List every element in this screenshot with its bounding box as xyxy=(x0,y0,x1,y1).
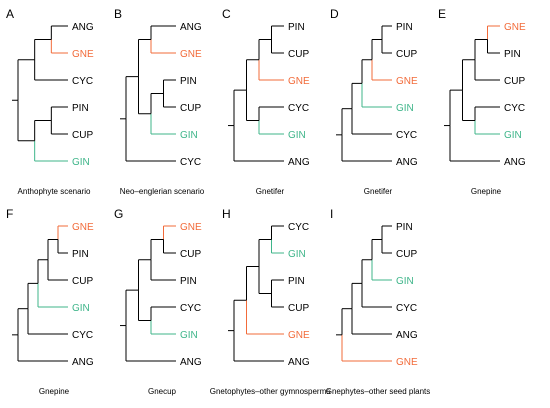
taxon-label-gne: GNE xyxy=(396,76,418,87)
taxon-label-cup: CUP xyxy=(72,276,93,287)
panel-g: G GNE CUP PIN CYC GIN ANG Gnecup xyxy=(114,207,202,396)
panel-letter: E xyxy=(438,7,446,21)
taxon-label-ang: ANG xyxy=(72,22,94,33)
taxon-label-ang: ANG xyxy=(288,157,310,168)
taxon-label-pin: PIN xyxy=(288,22,305,33)
taxon-label-ang: ANG xyxy=(504,157,526,168)
panel-caption: Gnephytes–other seed plants xyxy=(326,387,431,396)
taxon-label-gne: GNE xyxy=(288,330,310,341)
panel-letter: A xyxy=(6,7,14,21)
taxon-label-gne: GNE xyxy=(396,357,418,368)
taxon-label-gne: GNE xyxy=(288,76,310,87)
taxon-label-cyc: CYC xyxy=(72,76,93,87)
panel-letter: B xyxy=(114,7,122,21)
taxon-label-ang: ANG xyxy=(180,22,202,33)
taxon-label-pin: PIN xyxy=(396,222,413,233)
taxon-label-pin: PIN xyxy=(288,276,305,287)
taxon-label-cup: CUP xyxy=(180,249,201,260)
panel-caption: Anthophyte scenario xyxy=(18,187,91,196)
panel-letter: C xyxy=(222,7,231,21)
taxon-label-cyc: CYC xyxy=(180,157,201,168)
panel-caption: Gnetifer xyxy=(364,187,393,196)
taxon-label-cyc: CYC xyxy=(504,103,525,114)
taxon-label-gin: GIN xyxy=(504,130,522,141)
taxon-label-pin: PIN xyxy=(180,76,197,87)
taxon-label-gin: GIN xyxy=(180,330,198,341)
panel-letter: F xyxy=(6,207,13,221)
panel-caption: Gnepine xyxy=(471,187,502,196)
taxon-label-gne: GNE xyxy=(180,49,202,60)
taxon-label-ang: ANG xyxy=(396,157,418,168)
panel-caption: Neo–englerian scenario xyxy=(120,187,205,196)
panel-a: A ANG GNE CYC PIN CUP GIN Anthophyte scenario xyxy=(6,7,94,196)
taxon-label-pin: PIN xyxy=(180,276,197,287)
taxon-label-cup: CUP xyxy=(288,49,309,60)
panel-i: I PIN CUP GIN CYC ANG GNE Gnephytes–other seed … xyxy=(326,207,431,396)
panel-letter: G xyxy=(114,207,123,221)
panel-caption: Gnepine xyxy=(39,387,70,396)
taxon-label-gne: GNE xyxy=(504,22,526,33)
panel-f: F GNE PIN CUP GIN CYC ANG Gnepine xyxy=(6,207,94,396)
taxon-label-gin: GIN xyxy=(288,130,306,141)
taxon-label-cup: CUP xyxy=(396,49,417,60)
taxon-label-gne: GNE xyxy=(180,222,202,233)
taxon-label-cup: CUP xyxy=(504,76,525,87)
taxon-label-pin: PIN xyxy=(72,249,89,260)
taxon-label-cyc: CYC xyxy=(180,303,201,314)
taxon-label-ang: ANG xyxy=(288,357,310,368)
panel-letter: H xyxy=(222,207,231,221)
panel-caption: Gnetifer xyxy=(256,187,285,196)
panel-c: C PIN CUP GNE CYC GIN ANG Gnetifer xyxy=(222,7,310,196)
taxon-label-ang: ANG xyxy=(396,330,418,341)
taxon-label-cyc: CYC xyxy=(72,330,93,341)
taxon-label-ang: ANG xyxy=(72,357,94,368)
taxon-label-gin: GIN xyxy=(288,249,306,260)
taxon-label-gin: GIN xyxy=(396,103,414,114)
taxon-label-pin: PIN xyxy=(504,49,521,60)
panel-b: B ANG GNE PIN CUP GIN CYC Neo–englerian scenari… xyxy=(114,7,205,196)
panel-caption: Gnetophytes–other gymnosperms xyxy=(210,387,331,396)
taxon-label-cyc: CYC xyxy=(396,303,417,314)
taxon-label-cyc: CYC xyxy=(288,222,309,233)
panel-letter: I xyxy=(330,207,333,221)
taxon-label-cup: CUP xyxy=(180,103,201,114)
taxon-label-cyc: CYC xyxy=(288,103,309,114)
taxon-label-gne: GNE xyxy=(72,222,94,233)
taxon-label-cyc: CYC xyxy=(396,130,417,141)
panel-letter: D xyxy=(330,7,339,21)
taxon-label-pin: PIN xyxy=(72,103,89,114)
panel-caption: Gnecup xyxy=(148,387,177,396)
taxon-label-ang: ANG xyxy=(180,357,202,368)
taxon-label-cup: CUP xyxy=(288,303,309,314)
taxon-label-gin: GIN xyxy=(72,157,90,168)
taxon-label-gin: GIN xyxy=(180,130,198,141)
panel-h: H CYC GIN PIN CUP GNE ANG Gnetophytes–other gym… xyxy=(210,207,331,396)
taxon-label-gin: GIN xyxy=(72,303,90,314)
taxon-label-gne: GNE xyxy=(72,49,94,60)
panel-e: E GNE PIN CUP CYC GIN ANG Gnepine xyxy=(438,7,526,196)
taxon-label-cup: CUP xyxy=(72,130,93,141)
taxon-label-cup: CUP xyxy=(396,249,417,260)
panel-d: D PIN CUP GNE GIN CYC ANG Gnetifer xyxy=(330,7,418,196)
taxon-label-pin: PIN xyxy=(396,22,413,33)
taxon-label-gin: GIN xyxy=(396,276,414,287)
